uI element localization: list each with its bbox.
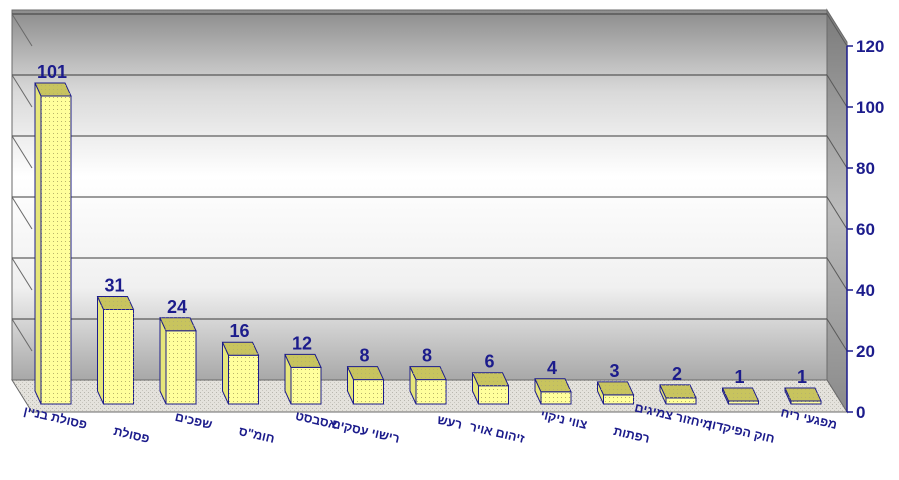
bar [721,387,760,405]
plot-side-wall [826,8,848,414]
bar [96,295,135,405]
value-label: 1 [797,367,807,387]
gridline-left [11,74,33,108]
y-tick-label: 40 [856,281,875,300]
bar-front-texture [103,309,134,404]
bars [34,82,822,405]
category-label: חומ"ס [237,424,275,446]
bar-top-texture [285,354,321,368]
y-tick-label: 20 [856,342,875,361]
gridline-side [826,257,848,291]
category-label: רפתות [612,424,651,446]
gridlines [11,13,848,352]
category-label: פסולת [112,424,151,446]
y-tick-label: 120 [856,37,884,56]
bar-top-texture [597,381,634,395]
gridline-left [11,257,33,291]
gridline-side [826,196,848,230]
bar-side [159,317,167,405]
category-label: חוק הפיקדון [707,417,776,446]
plot-back-wall [11,9,828,381]
category-label: רישוי עסקים [330,417,401,446]
bar [596,381,635,405]
bar-top-texture [535,378,571,392]
value-label: 4 [547,358,557,378]
bar-front-texture [791,400,821,404]
bar [659,384,697,405]
gridline-side [826,318,848,352]
value-label: 2 [672,364,682,384]
bar-front-texture [478,385,509,404]
gridline-side [826,13,848,47]
value-label: 3 [609,361,619,381]
bar-front-texture [728,400,759,404]
gridline-left [11,196,33,230]
gridline-left [11,13,33,47]
bar [409,366,447,405]
bar [34,82,72,405]
bar [346,366,385,405]
value-label: 8 [359,346,369,366]
value-label: 16 [229,321,249,341]
bar-side [97,296,104,405]
gridline-left [11,135,33,169]
bar [159,317,197,405]
y-tick-label: 100 [856,98,884,117]
bar-side [34,82,42,405]
bar-front-texture [166,330,196,404]
bar [534,378,572,405]
bar-front-texture [353,379,384,404]
gridline-side [826,74,848,108]
value-label: 12 [292,333,312,353]
bar-top-texture [347,366,384,380]
gridline-left [11,318,33,352]
value-label: 24 [167,297,187,317]
bar-top-texture [97,296,134,310]
bar-top-texture [410,366,446,380]
value-label: 1 [734,367,744,387]
bar-top-texture [472,372,509,386]
bar [471,372,510,405]
bar-top-texture [660,384,696,398]
y-tick-label: 80 [856,159,875,178]
bar-top-texture [722,387,759,401]
bar-front-texture [41,95,71,404]
bar-top-texture [35,82,71,96]
y-tick-label: 0 [856,403,865,422]
bar-front-texture [666,397,696,404]
value-label: 8 [422,346,432,366]
bar-front-texture [228,355,259,404]
bar [784,387,822,405]
bar-front-texture [416,379,446,404]
value-labels: 101 31 24 16 12 8 8 6 4 3 2 1 1 [37,62,807,387]
y-tick-label: 60 [856,220,875,239]
bar [284,353,322,405]
category-label: זיהום אויר [468,420,526,446]
value-label: 31 [104,275,124,295]
bar-top-texture [222,342,259,356]
value-label: 101 [37,62,67,82]
gridline-side [826,135,848,169]
category-label: רעש [436,413,464,432]
bar-front-texture [603,394,634,404]
bar-front-texture [541,391,571,404]
bar [221,341,260,405]
bar-front-texture [291,367,321,404]
y-axis: 0 20 40 60 80 100 120 [846,37,884,422]
bar-top-texture [785,387,821,401]
category-label: שפכים [174,410,214,432]
bar-top-texture [160,317,196,331]
value-label: 6 [484,352,494,372]
